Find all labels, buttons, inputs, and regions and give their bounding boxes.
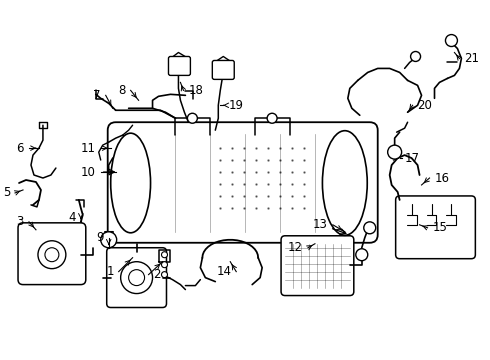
Text: 10: 10 (81, 166, 96, 179)
Text: 11: 11 (81, 141, 96, 155)
Text: 14: 14 (216, 265, 231, 278)
Text: 20: 20 (417, 99, 433, 112)
Ellipse shape (111, 133, 150, 233)
FancyBboxPatch shape (108, 122, 378, 243)
FancyBboxPatch shape (18, 223, 86, 285)
Circle shape (101, 232, 117, 248)
Text: 3: 3 (17, 215, 24, 228)
Text: 12: 12 (288, 241, 303, 254)
Text: 18: 18 (189, 84, 203, 97)
Text: 5: 5 (2, 186, 10, 199)
Circle shape (45, 248, 59, 262)
FancyBboxPatch shape (107, 248, 167, 307)
Text: 13: 13 (313, 218, 328, 231)
Circle shape (411, 51, 420, 62)
Text: 4: 4 (68, 211, 76, 224)
Circle shape (162, 272, 168, 278)
Text: 21: 21 (465, 52, 479, 65)
Text: 8: 8 (118, 84, 125, 97)
Text: 7: 7 (93, 89, 101, 102)
Circle shape (121, 262, 152, 293)
FancyBboxPatch shape (395, 196, 475, 259)
Ellipse shape (322, 131, 367, 235)
FancyBboxPatch shape (281, 236, 354, 296)
Text: 17: 17 (405, 152, 419, 165)
Text: 6: 6 (17, 141, 24, 155)
Circle shape (38, 241, 66, 269)
Circle shape (388, 145, 402, 159)
Circle shape (162, 262, 168, 268)
Text: 9: 9 (96, 231, 104, 244)
Circle shape (364, 222, 376, 234)
Circle shape (356, 249, 368, 261)
Text: 19: 19 (228, 99, 243, 112)
Circle shape (162, 252, 168, 258)
Text: 1: 1 (106, 265, 114, 278)
FancyBboxPatch shape (212, 60, 234, 80)
Text: 16: 16 (435, 171, 449, 185)
Circle shape (445, 35, 458, 46)
Text: 2: 2 (153, 268, 161, 281)
FancyBboxPatch shape (169, 57, 191, 75)
Circle shape (129, 270, 145, 285)
Circle shape (187, 113, 197, 123)
Text: 15: 15 (433, 221, 447, 234)
Circle shape (267, 113, 277, 123)
